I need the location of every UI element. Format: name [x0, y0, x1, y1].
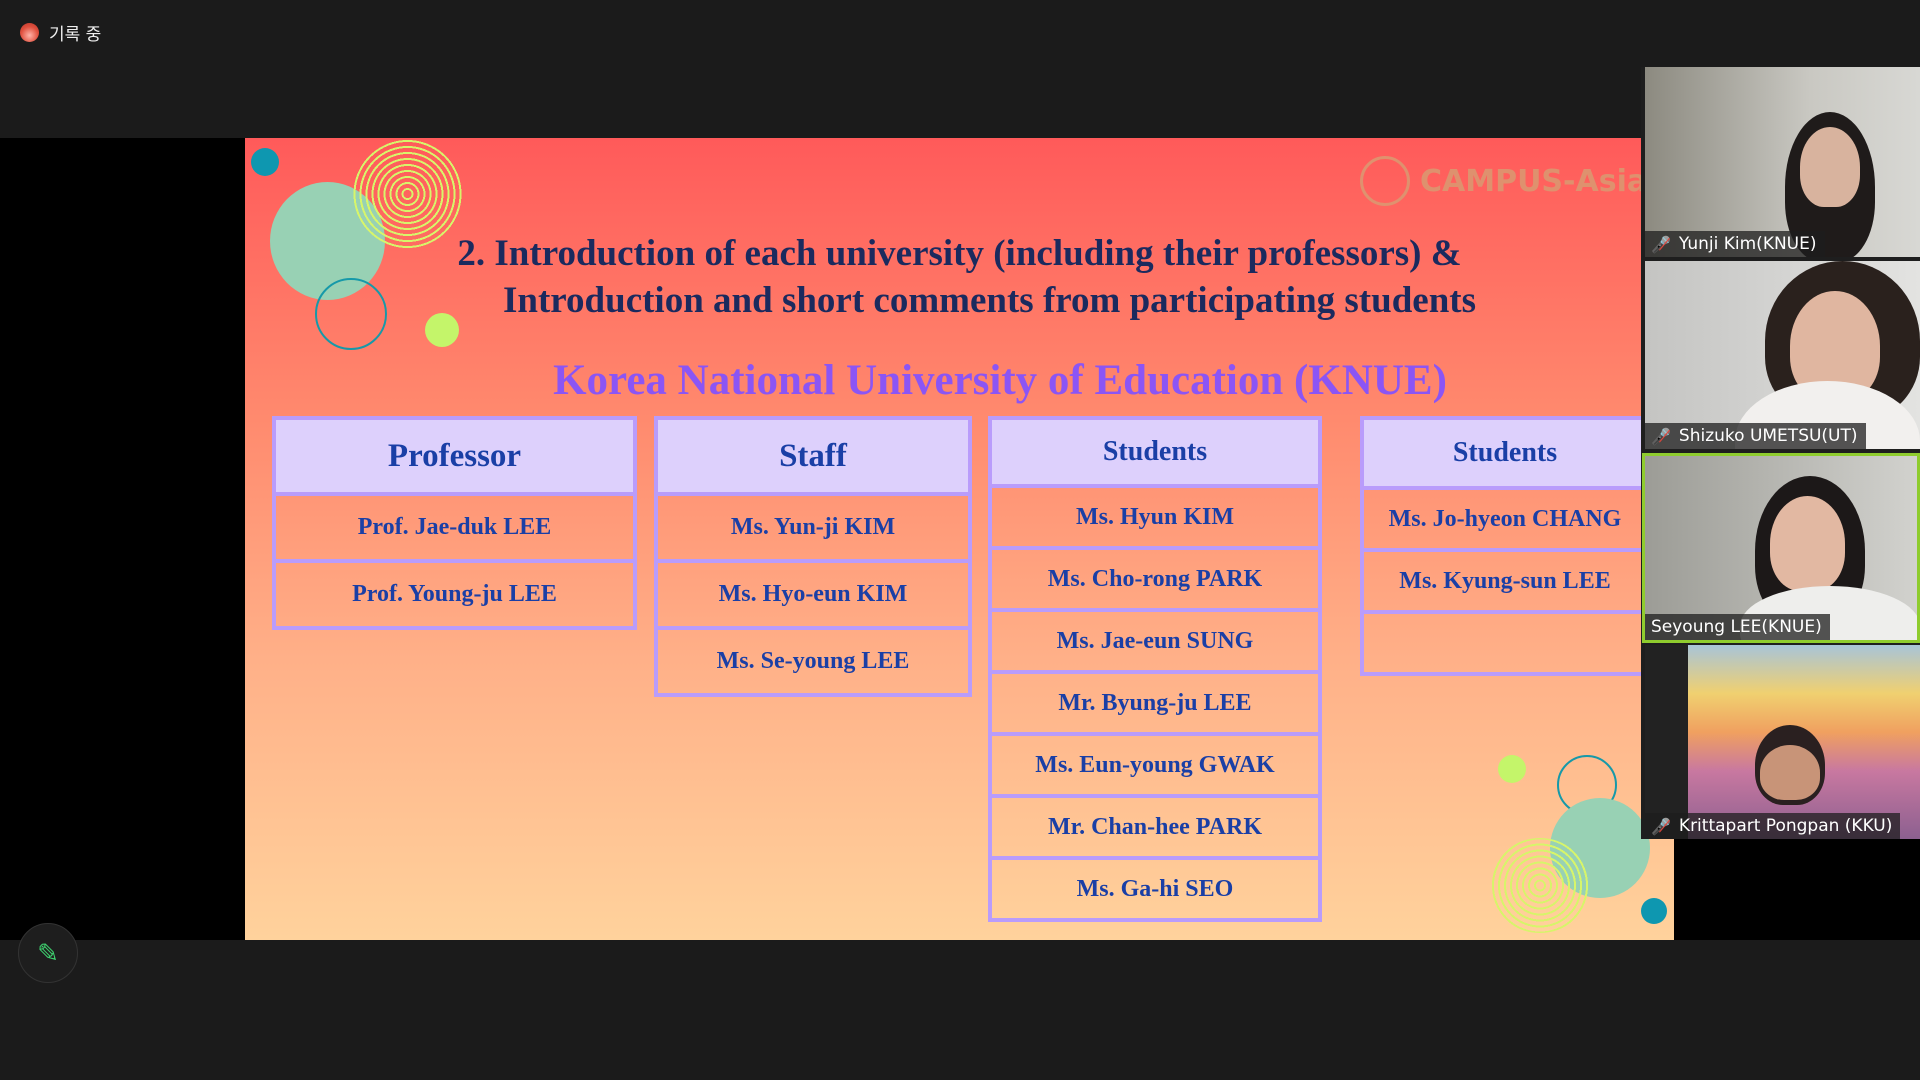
table-row: Ms. Yun-ji KIM: [658, 496, 968, 563]
table-row: Mr. Byung-ju LEE: [992, 674, 1318, 736]
video-tile[interactable]: 🎤̸ Yunji Kim(KNUE): [1645, 67, 1920, 257]
mic-muted-icon: 🎤̸: [1651, 816, 1671, 836]
record-dot-icon: [20, 23, 39, 42]
decor-dot: [251, 148, 279, 176]
decor-rings: [1490, 838, 1590, 933]
university-name: Korea National University of Education (…: [553, 357, 1447, 404]
table-row: Prof. Young-ju LEE: [276, 563, 633, 630]
table-header: Students: [992, 420, 1318, 488]
table-row: Ms. Hyun KIM: [992, 488, 1318, 550]
decor-ring: [315, 278, 387, 350]
campus-asia-logo: CAMPUS-Asia: [1360, 156, 1647, 206]
staff-table: Staff Ms. Yun-ji KIM Ms. Hyo-eun KIM Ms.…: [654, 416, 972, 697]
video-tile[interactable]: 🎤̸ Shizuko UMETSU(UT): [1645, 261, 1920, 449]
students-table-2: Students Ms. Jo-hyeon CHANG Ms. Kyung-su…: [1360, 416, 1674, 676]
recording-indicator[interactable]: 기록 중: [20, 20, 101, 45]
slide-title-line1: 2. Introduction of each university (incl…: [457, 233, 1462, 274]
slide-title-line2: Introduction and short comments from par…: [502, 280, 1477, 321]
participant-name: Seyoung LEE(KNUE): [1645, 614, 1830, 640]
table-row: Ms. Kyung-sun LEE: [1364, 552, 1674, 614]
recording-label: 기록 중: [49, 25, 102, 45]
shared-slide: CAMPUS-Asia 2. Introduction of each univ…: [245, 138, 1674, 940]
table-row: Ms. Hyo-eun KIM: [658, 563, 968, 630]
participant-video-panel: 🎤̸ Yunji Kim(KNUE) 🎤̸ Shizuko UMETSU(UT) S…: [1641, 67, 1920, 839]
bottom-bar: [0, 940, 1920, 1080]
pencil-icon: ✎: [37, 937, 59, 968]
professor-table: Professor Prof. Jae-duk LEE Prof. Young-…: [272, 416, 637, 630]
mic-muted-icon: 🎤̸: [1651, 234, 1671, 254]
table-row: Ms. Eun-young GWAK: [992, 736, 1318, 798]
decor-dot: [425, 313, 459, 347]
top-bar: 기록 중: [0, 0, 1920, 138]
table-row: [1364, 614, 1674, 676]
table-header: Staff: [658, 420, 968, 496]
globe-icon: [1360, 156, 1410, 206]
decor-dot: [1498, 755, 1526, 783]
participant-name: 🎤̸ Yunji Kim(KNUE): [1645, 231, 1825, 257]
mic-muted-icon: 🎤̸: [1651, 426, 1671, 446]
decor-rings: [350, 138, 465, 250]
annotate-button[interactable]: ✎: [18, 923, 78, 983]
table-row: Ms. Se-young LEE: [658, 630, 968, 697]
decor-dot: [1641, 898, 1667, 924]
table-row: Mr. Chan-hee PARK: [992, 798, 1318, 860]
video-tile-active-speaker[interactable]: Seyoung LEE(KNUE): [1642, 453, 1920, 643]
table-row: Ms. Cho-rong PARK: [992, 550, 1318, 612]
table-header: Professor: [276, 420, 633, 496]
video-tile[interactable]: 🎤̸ Krittapart Pongpan (KKU): [1645, 645, 1920, 839]
participant-name: 🎤̸ Shizuko UMETSU(UT): [1645, 423, 1866, 449]
table-row: Ms. Ga-hi SEO: [992, 860, 1318, 922]
students-table-1: Students Ms. Hyun KIM Ms. Cho-rong PARK …: [988, 416, 1322, 922]
table-row: Prof. Jae-duk LEE: [276, 496, 633, 563]
table-row: Ms. Jae-eun SUNG: [992, 612, 1318, 674]
participant-name: 🎤̸ Krittapart Pongpan (KKU): [1645, 813, 1901, 839]
table-header: Students: [1364, 420, 1674, 490]
table-row: Ms. Jo-hyeon CHANG: [1364, 490, 1674, 552]
